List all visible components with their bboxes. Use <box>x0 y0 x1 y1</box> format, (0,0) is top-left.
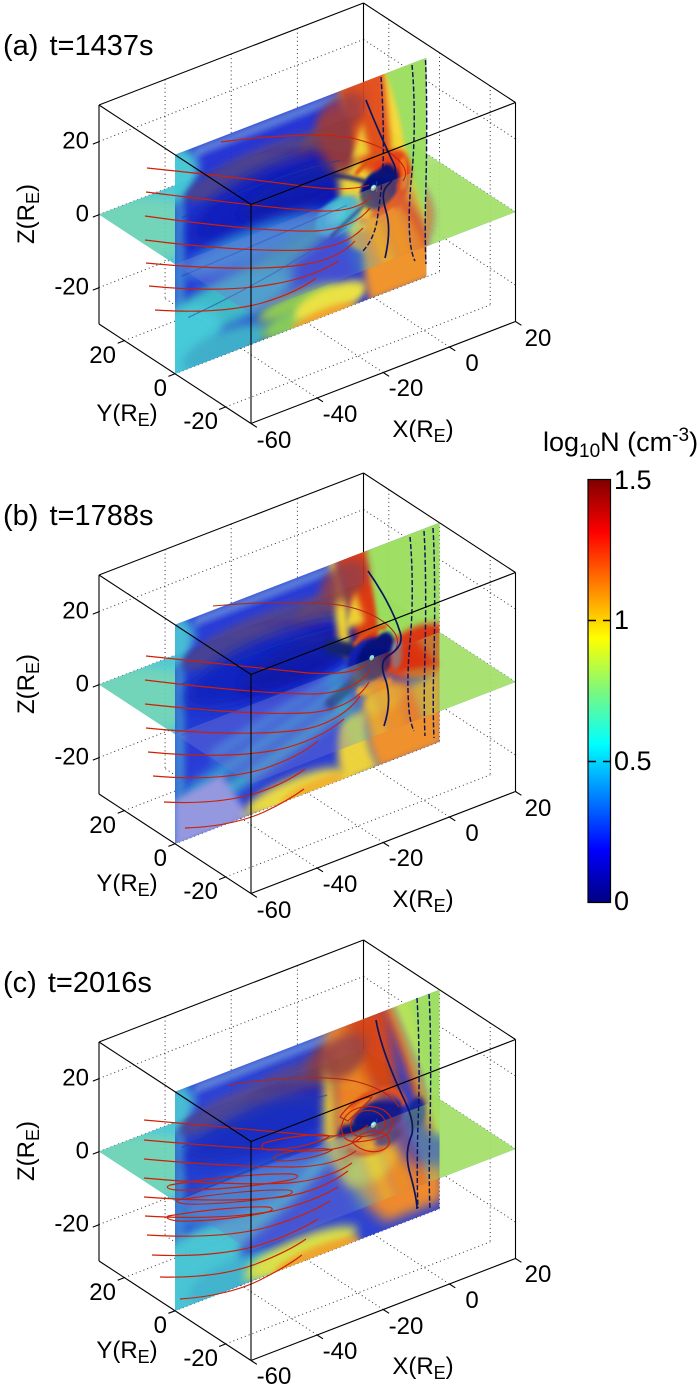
svg-text:0: 0 <box>465 350 478 377</box>
svg-text:-20: -20 <box>389 1313 424 1340</box>
svg-text:0: 0 <box>76 201 89 228</box>
svg-text:20: 20 <box>89 342 116 369</box>
svg-text:Y(RE): Y(RE) <box>96 1337 157 1367</box>
svg-text:X(RE): X(RE) <box>392 1353 453 1383</box>
svg-text:Z(RE): Z(RE) <box>13 1121 43 1181</box>
svg-text:0.5: 0.5 <box>614 746 652 776</box>
svg-text:20: 20 <box>62 1065 89 1092</box>
svg-text:-20: -20 <box>183 408 218 435</box>
svg-text:-20: -20 <box>54 744 89 771</box>
svg-text:0: 0 <box>76 1138 89 1165</box>
svg-text:-40: -40 <box>323 1338 358 1365</box>
svg-text:-20: -20 <box>183 878 218 905</box>
svg-text:-60: -60 <box>257 427 292 454</box>
svg-text:0: 0 <box>465 1287 478 1314</box>
svg-text:-40: -40 <box>323 871 358 898</box>
svg-text:20: 20 <box>525 1261 552 1288</box>
svg-text:1: 1 <box>614 605 629 635</box>
svg-text:Z(RE): Z(RE) <box>13 654 43 714</box>
svg-text:(c)t=2016s: (c) t=2016s <box>3 967 152 999</box>
svg-text:20: 20 <box>89 812 116 839</box>
svg-text:20: 20 <box>62 128 89 155</box>
svg-text:Y(RE): Y(RE) <box>96 400 157 430</box>
svg-text:-20: -20 <box>389 845 424 872</box>
svg-text:20: 20 <box>525 325 552 352</box>
svg-text:-40: -40 <box>323 401 358 428</box>
svg-text:1.5: 1.5 <box>614 465 652 495</box>
svg-text:0: 0 <box>614 886 629 916</box>
svg-text:-20: -20 <box>183 1345 218 1372</box>
svg-text:Y(RE): Y(RE) <box>96 870 157 900</box>
svg-text:0: 0 <box>154 1312 167 1339</box>
svg-text:-20: -20 <box>389 375 424 402</box>
svg-text:log10N (cm-3): log10N (cm-3) <box>543 425 698 462</box>
svg-text:-60: -60 <box>257 1363 292 1390</box>
svg-text:0: 0 <box>465 820 478 847</box>
svg-text:-20: -20 <box>54 1211 89 1238</box>
svg-text:20: 20 <box>89 1279 116 1306</box>
svg-text:0: 0 <box>154 375 167 402</box>
svg-text:0: 0 <box>76 671 89 698</box>
svg-text:-20: -20 <box>54 274 89 301</box>
svg-text:Z(RE): Z(RE) <box>13 184 43 244</box>
svg-text:(a)t=1437s: (a) t=1437s <box>3 30 153 62</box>
svg-text:0: 0 <box>154 845 167 872</box>
svg-text:(b)t=1788s: (b) t=1788s <box>3 500 153 532</box>
svg-text:20: 20 <box>62 598 89 625</box>
svg-text:20: 20 <box>525 795 552 822</box>
svg-text:X(RE): X(RE) <box>392 416 453 446</box>
svg-text:-60: -60 <box>257 897 292 924</box>
svg-text:X(RE): X(RE) <box>392 886 453 916</box>
